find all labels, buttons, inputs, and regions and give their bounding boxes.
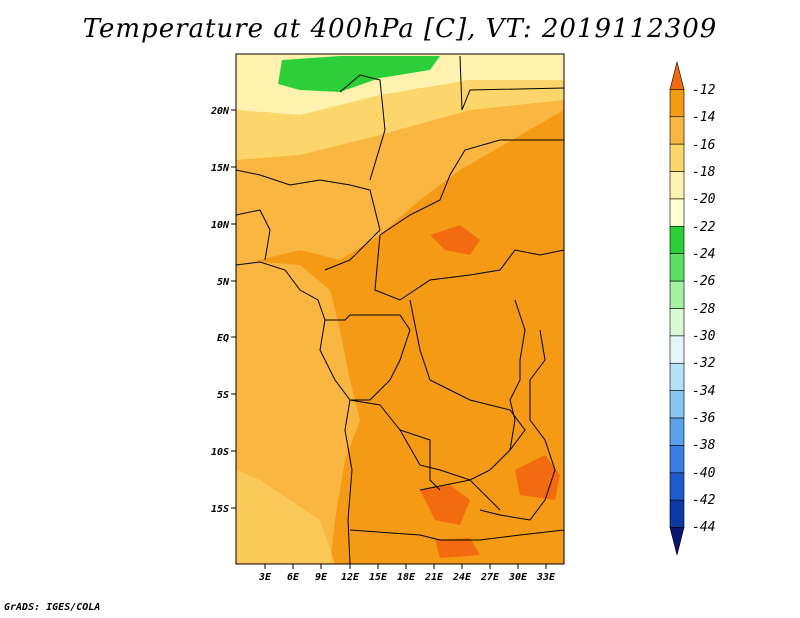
lat-tick-label: EQ bbox=[217, 333, 229, 344]
lon-tick-label: 24E bbox=[452, 572, 472, 583]
colorbar-swatch bbox=[669, 472, 685, 501]
colorbar-label: -30 bbox=[692, 329, 716, 344]
colorbar-label: -22 bbox=[692, 220, 716, 235]
colorbar-label: -34 bbox=[692, 384, 715, 399]
lon-tick-label: 21E bbox=[424, 572, 444, 583]
temperature-field bbox=[236, 54, 564, 564]
colorbar-label: -32 bbox=[692, 356, 716, 371]
colorbar-swatch bbox=[669, 308, 685, 337]
colorbar-swatch bbox=[669, 171, 685, 200]
country-borders bbox=[236, 55, 564, 564]
lat-tick-label: 15S bbox=[211, 504, 229, 515]
colorbar-swatch bbox=[669, 417, 685, 446]
colorbar-swatch bbox=[669, 362, 685, 391]
colorbar-label: -12 bbox=[692, 83, 716, 98]
lon-tick-label: 15E bbox=[369, 572, 388, 583]
colorbar-swatch bbox=[669, 445, 685, 474]
lon-tick-label: 27E bbox=[480, 572, 500, 583]
colorbar-label: -18 bbox=[692, 165, 716, 180]
colorbar-swatch bbox=[669, 116, 685, 145]
latitude-axis: 20N 15N 10N 5N EQ 5S 10S 15S bbox=[210, 106, 236, 515]
colorbar-swatch bbox=[669, 335, 685, 364]
colorbar-swatch bbox=[669, 253, 685, 282]
lat-tick-label: 10N bbox=[211, 220, 230, 231]
colorbar-labels: -12 -14 -16 -18 -20 -22 -24 -26 -28 -30 … bbox=[692, 83, 716, 535]
lat-tick-label: 20N bbox=[210, 106, 230, 117]
lon-tick-label: 33E bbox=[536, 572, 556, 583]
lat-tick-label: 5N bbox=[217, 277, 230, 288]
lon-tick-label: 12E bbox=[341, 572, 360, 583]
lat-tick-label: 10S bbox=[211, 447, 229, 458]
colorbar-swatch bbox=[669, 143, 685, 172]
map-title: Temperature at 400hPa [C], VT: 201911230… bbox=[82, 14, 718, 44]
colorbar-label: -20 bbox=[692, 192, 716, 207]
colorbar-label: -14 bbox=[692, 110, 715, 125]
colorbar-swatch bbox=[669, 89, 685, 118]
colorbar-label: -38 bbox=[692, 438, 716, 453]
lat-tick-label: 5S bbox=[217, 390, 229, 401]
plot-frame bbox=[235, 53, 565, 565]
colorbar-swatch bbox=[669, 527, 685, 556]
colorbar-swatch bbox=[669, 226, 685, 255]
colorbar-label: -26 bbox=[692, 274, 716, 289]
colorbar-swatch bbox=[669, 61, 685, 90]
colorbar-label: -36 bbox=[692, 411, 716, 426]
lat-tick-label: 15N bbox=[211, 163, 230, 174]
lon-tick-label: 18E bbox=[397, 572, 416, 583]
colorbar-swatch bbox=[669, 390, 685, 419]
colorbar-swatch bbox=[669, 198, 685, 227]
colorbar-label: -28 bbox=[692, 302, 716, 317]
lon-tick-label: 9E bbox=[315, 572, 328, 583]
colorbar-label: -40 bbox=[692, 466, 716, 481]
lon-tick-label: 3E bbox=[258, 572, 272, 583]
colorbar bbox=[669, 61, 685, 556]
colorbar-label: -16 bbox=[692, 138, 716, 153]
colorbar-swatch bbox=[669, 499, 685, 528]
colorbar-label: -42 bbox=[692, 493, 716, 508]
colorbar-swatch bbox=[669, 280, 685, 309]
longitude-axis: 3E 6E 9E 12E 15E 18E 21E 24E 27E 30E 33E bbox=[258, 564, 556, 583]
colorbar-label: -44 bbox=[692, 520, 715, 535]
lon-tick-label: 30E bbox=[508, 572, 528, 583]
colorbar-label: -24 bbox=[692, 247, 715, 262]
grads-credit: GrADS: IGES/COLA bbox=[4, 602, 101, 613]
lon-tick-label: 6E bbox=[287, 572, 300, 583]
